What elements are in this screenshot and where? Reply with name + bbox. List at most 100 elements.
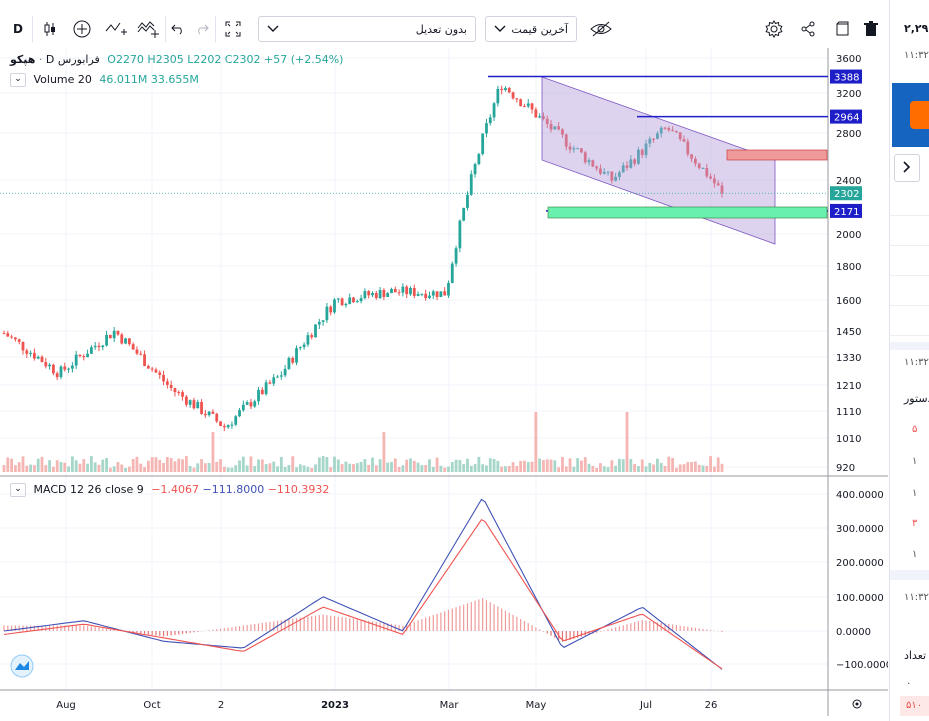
volume-bar bbox=[629, 458, 633, 472]
brand-button[interactable] bbox=[910, 101, 929, 129]
volume-bar bbox=[162, 463, 165, 472]
volume-bar bbox=[564, 466, 568, 472]
volume-bar bbox=[625, 412, 629, 472]
volume-bar bbox=[325, 457, 329, 472]
volume-bar bbox=[108, 467, 112, 472]
volume-bar bbox=[344, 461, 348, 472]
candle-body bbox=[542, 116, 545, 119]
candle-body bbox=[587, 160, 591, 163]
candle-body bbox=[272, 377, 276, 384]
candle-body bbox=[295, 348, 298, 363]
price-tick-label: 3200 bbox=[836, 89, 861, 100]
volume-bar bbox=[371, 457, 374, 472]
price-badge: 2302 bbox=[830, 186, 862, 201]
redo-icon[interactable] bbox=[192, 16, 212, 42]
count-value: ۵۱۰ bbox=[906, 700, 923, 711]
volume-bar bbox=[253, 466, 257, 472]
candle-body bbox=[701, 167, 705, 169]
candle-body bbox=[196, 402, 200, 409]
candle-body bbox=[238, 410, 241, 417]
volume-bar bbox=[549, 459, 553, 472]
order-sidebar: ۲,۲۹۱ ۱۱:۳۲:۰ ۱۱:۳۲:۰ دستور ۵ ۱ ۱ ۳ ۱ ۱۱… bbox=[889, 0, 929, 721]
candle-body bbox=[602, 171, 606, 174]
time-tick-label: 2023 bbox=[321, 700, 349, 711]
sidebar-time: ۱۱:۳۲:۰ bbox=[904, 357, 929, 368]
delete-icon[interactable] bbox=[860, 16, 882, 42]
candle-body bbox=[112, 330, 116, 339]
snapshot-icon[interactable] bbox=[830, 16, 854, 42]
volume-bars bbox=[2, 412, 724, 472]
volume-bar bbox=[401, 465, 405, 472]
candle-style-icon[interactable] bbox=[38, 16, 62, 42]
volume-bar bbox=[439, 465, 443, 472]
candle-body bbox=[264, 382, 268, 395]
volume-bar bbox=[234, 465, 238, 472]
volume-bar bbox=[485, 465, 488, 472]
compare-icon[interactable] bbox=[102, 16, 130, 42]
candle-body bbox=[450, 263, 454, 283]
price-type-select[interactable]: آخرین قیمت bbox=[485, 16, 577, 42]
macd-tick-label: 0.0000 bbox=[836, 627, 871, 638]
volume-value-1: 46.011M bbox=[99, 73, 148, 86]
candle-body bbox=[564, 134, 568, 147]
candle-body bbox=[614, 176, 618, 181]
volume-bar bbox=[454, 459, 458, 472]
sidebar-time: ۱۱:۳۲:۰ bbox=[904, 50, 929, 61]
volume-bar bbox=[219, 459, 222, 472]
volume-bar bbox=[568, 458, 572, 472]
interval-button[interactable]: D bbox=[13, 22, 23, 36]
macd-axis: 400.0000 300.0000 200.0000 100.0000 0.0000 −1… bbox=[836, 490, 892, 671]
volume-bar bbox=[188, 465, 192, 472]
expand-sidebar-button[interactable] bbox=[894, 154, 920, 182]
volume-bar bbox=[173, 461, 177, 472]
candle-body bbox=[386, 293, 390, 297]
candle-body bbox=[409, 287, 412, 295]
candle-body bbox=[428, 295, 431, 299]
candle-body bbox=[306, 335, 310, 345]
candle-body bbox=[321, 320, 325, 322]
volume-bar bbox=[424, 465, 428, 472]
order-count: ۱ bbox=[912, 456, 918, 467]
volume-bar bbox=[78, 463, 82, 472]
volume-bar bbox=[314, 464, 317, 472]
fullscreen-icon[interactable] bbox=[220, 16, 246, 42]
chart-panel[interactable]: 3600 3200 2800 2400 2000 1800 1600 1450 1330 1210… bbox=[0, 48, 892, 716]
candles bbox=[2, 85, 724, 432]
price-badge-label: 2171 bbox=[834, 207, 859, 218]
candle-body bbox=[378, 289, 382, 299]
volume-bar bbox=[640, 459, 644, 472]
hide-drawings-icon[interactable] bbox=[586, 16, 616, 42]
price-chart[interactable]: 3600 3200 2800 2400 2000 1800 1600 1450 1330 1210… bbox=[0, 48, 892, 716]
indicators-icon[interactable] bbox=[134, 16, 162, 42]
collapse-chevron-icon[interactable]: ⌄ bbox=[10, 483, 26, 497]
candle-body bbox=[363, 291, 367, 299]
candle-body bbox=[181, 392, 184, 397]
add-indicator-icon[interactable] bbox=[68, 16, 96, 42]
volume-bar bbox=[530, 461, 534, 472]
adjustment-select[interactable]: بدون تعدیل bbox=[258, 16, 476, 42]
time-axis: Aug Oct 2 2023 Mar May Jul 26 bbox=[56, 700, 717, 711]
candle-body bbox=[447, 282, 450, 296]
price-tick-label: 1800 bbox=[836, 262, 861, 273]
candle-body bbox=[150, 368, 154, 370]
volume-bar bbox=[268, 463, 272, 472]
volume-bar bbox=[59, 462, 63, 472]
share-icon[interactable] bbox=[796, 16, 820, 42]
volume-label: Volume 20 bbox=[33, 73, 92, 86]
order-count: ۳ bbox=[912, 518, 918, 529]
volume-bar bbox=[154, 457, 158, 472]
volume-bar bbox=[473, 463, 477, 472]
axis-settings-gear-icon[interactable] bbox=[852, 699, 862, 709]
candle-body bbox=[519, 99, 523, 107]
candle-body bbox=[473, 164, 477, 175]
descending-channel bbox=[541, 76, 776, 245]
candle-body bbox=[131, 344, 135, 350]
candle-body bbox=[124, 338, 127, 344]
candle-body bbox=[86, 353, 89, 358]
undo-icon[interactable] bbox=[168, 16, 188, 42]
settings-gear-icon[interactable] bbox=[762, 16, 786, 42]
candle-body bbox=[21, 341, 25, 351]
collapse-chevron-icon[interactable]: ⌄ bbox=[10, 73, 26, 87]
candle-body bbox=[526, 103, 530, 107]
candle-body bbox=[439, 291, 443, 298]
